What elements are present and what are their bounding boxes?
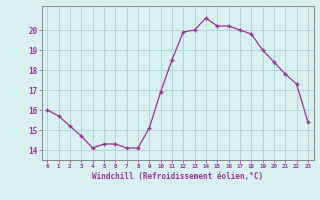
X-axis label: Windchill (Refroidissement éolien,°C): Windchill (Refroidissement éolien,°C) [92,172,263,181]
